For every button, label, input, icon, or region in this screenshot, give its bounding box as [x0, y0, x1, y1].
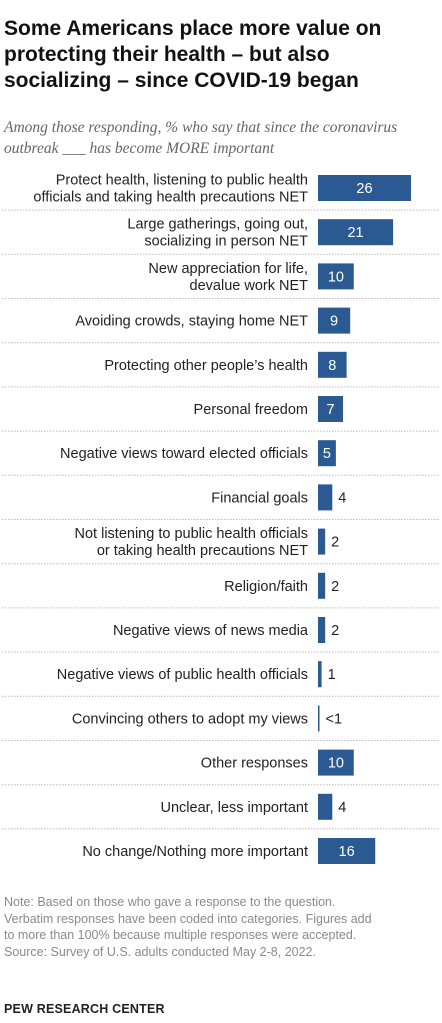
category-label: New appreciation for life,: [148, 261, 308, 277]
bar: [318, 661, 322, 688]
bar: [318, 263, 354, 290]
category-label: Protect health, listening to public heal…: [56, 173, 308, 189]
category-label: Not listening to public health officials: [75, 526, 308, 542]
category-label: Protecting other people’s health: [104, 358, 308, 374]
bar: [318, 838, 376, 864]
category-label: Negative views toward elected officials: [60, 446, 308, 462]
pew-footer: PEW RESEARCH CENTER: [4, 1002, 165, 1016]
note-line: Note: Based on those who gave a response…: [4, 895, 336, 909]
bar: [318, 175, 411, 201]
note-line: to more than 100% because multiple respo…: [4, 928, 357, 942]
category-label: Personal freedom: [194, 402, 308, 418]
value-label: <1: [326, 711, 343, 727]
source-line: Source: Survey of U.S. adults conducted …: [4, 944, 316, 959]
category-label: or taking health precautions NET: [97, 543, 308, 559]
bar: [318, 484, 333, 511]
category-label: Negative views of news media: [113, 623, 309, 639]
chart-subtitle: Among those responding, % who say that s…: [4, 119, 398, 157]
value-label: 7: [326, 402, 334, 418]
value-label: 2: [331, 535, 339, 551]
category-label: Other responses: [201, 756, 308, 772]
bar: [318, 440, 336, 467]
bar: [318, 793, 333, 820]
value-label: 8: [328, 358, 336, 374]
category-label: officials and taking health precautions …: [33, 190, 308, 206]
bar: [318, 572, 326, 599]
bar: [318, 351, 347, 378]
value-label: 10: [328, 756, 344, 772]
bar: [318, 749, 354, 776]
value-label: 10: [328, 269, 344, 285]
value-label: 5: [323, 446, 331, 462]
value-label: 26: [356, 181, 372, 197]
value-label: 4: [338, 490, 346, 506]
bar: [318, 617, 326, 643]
value-label: 21: [347, 225, 363, 241]
chart-note: Note: Based on those who gave a response…: [4, 894, 440, 960]
note-line: Verbatim responses have been coded into …: [4, 911, 372, 926]
value-label: 1: [328, 667, 336, 683]
category-label: Negative views of public health official…: [57, 667, 308, 683]
value-label: 16: [339, 844, 355, 860]
bar: [318, 219, 394, 246]
bar-chart: Protect health, listening to public heal…: [2, 173, 440, 864]
category-label: Unclear, less important: [161, 800, 308, 816]
bar: [318, 528, 326, 555]
bar: [318, 307, 351, 334]
category-label: Financial goals: [211, 490, 308, 506]
bar: [318, 705, 320, 732]
value-label: 4: [338, 800, 346, 816]
category-label: Convincing others to adopt my views: [72, 711, 308, 727]
category-label: Religion/faith: [224, 579, 308, 595]
chart-title: Some Americans place more value on prote…: [4, 17, 382, 92]
value-label: 9: [330, 314, 338, 330]
value-label: 2: [331, 579, 339, 595]
bar: [318, 396, 344, 422]
category-label: Large gatherings, going out,: [127, 217, 308, 233]
category-label: socializing in person NET: [144, 234, 308, 250]
category-label: devalue work NET: [190, 278, 309, 294]
category-label: No change/Nothing more important: [82, 844, 308, 860]
category-label: Avoiding crowds, staying home NET: [75, 314, 308, 330]
value-label: 2: [331, 623, 339, 639]
